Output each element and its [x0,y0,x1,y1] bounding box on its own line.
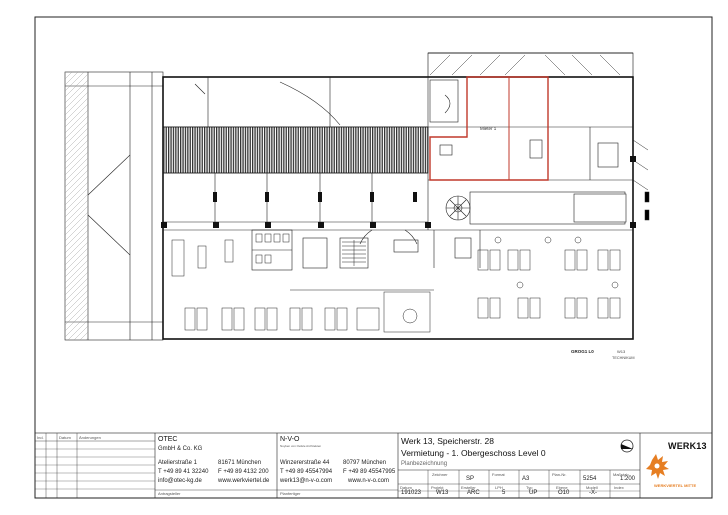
planner-street: Winzererstraße 44 [280,460,330,466]
architect-web: www.werkviertel.de [218,478,270,484]
architect-city: 81671 München [218,460,262,466]
legend-label: TECHNIKUM [612,356,635,360]
planner-phone: T +49 89 45547994 [280,469,333,475]
label-plan-no: Plan-Nr. [552,472,567,477]
label-phase: LPH [495,485,503,490]
revision-header-index: Ind. [37,435,44,440]
desk-row-north-east [477,249,621,271]
architect-legal: GmbH & Co. KG [158,446,203,452]
label-date: Datum [400,485,412,490]
corridor [445,191,627,225]
value-author: ARC [467,490,480,496]
planner-name: N-V-O [280,436,300,443]
architect-fax: F +49 89 4132 200 [218,469,269,475]
hatched-gallery [162,126,429,174]
planner-role: Planfertiger [280,491,301,496]
architect-street: Atelierstraße 1 [158,460,198,466]
architect-phone: T +49 89 41 32240 [158,469,209,475]
planner-fax: F +49 89 45547995 [343,469,396,475]
roof-lines [429,54,621,76]
value-phase: 5 [502,490,506,496]
north-arrow-icon [620,439,634,453]
desk-row-south-east [477,297,621,319]
value-level: O10 [558,490,570,496]
building-outline [162,52,634,340]
value-plan-no: 5254 [583,476,597,482]
legend-key: GROG1 L0 [571,349,594,354]
werkviertel-logo-icon [646,454,669,479]
architect-email: info@otec-kg.de [158,478,202,484]
round-tables [494,236,619,289]
planner-city: 80797 München [343,460,387,466]
project-doc-type: Planbezeichnung [401,461,448,467]
furniture-west [171,239,431,333]
logo-subtext: WERKVIERTEL MITTE [654,483,697,488]
value-type: UP [529,490,538,496]
east-wing [428,77,633,181]
label-model: Modell [586,485,598,490]
toilet-fixtures [255,233,290,264]
architect-name: OTEC [158,436,178,443]
lower-floor [163,229,633,291]
revision-header-date: Datum [59,435,71,440]
label-index: Index [614,485,624,490]
sheet-border [34,16,713,499]
desk-row-south-west [184,307,380,331]
room-label: Mieter 1 [480,126,497,131]
label-drawer: Zeichner [432,472,448,477]
logo-text: WERK13 [668,441,707,451]
right-edge-marks [632,139,650,221]
upper-hall [163,77,428,128]
value-format: A3 [522,476,530,482]
architect-role: Antragsteller [158,491,181,496]
label-scale: Maßstab [613,472,629,477]
revision-header-changes: Änderungen [79,435,101,440]
value-date: 191023 [401,490,422,496]
tenant-area-highlight [429,76,549,181]
label-author: Ersteller [461,485,476,490]
planner-subtitle: Nuyken von Oefele Architekten [280,444,322,448]
label-project: Projekt [431,485,444,490]
lower-stair [342,240,366,266]
legend-code: W13 [617,349,626,354]
value-project: W13 [436,490,449,496]
project-title: Werk 13, Speicherstr. 28 [401,436,494,446]
label-level: Ebene [556,485,568,490]
value-drawer: SP [466,476,475,482]
columns [161,156,636,228]
label-type: Typ [526,485,533,490]
desk-groups [171,239,621,333]
value-model: -X- [589,490,597,496]
project-subtitle: Vermietung - 1. Obergeschoss Level 0 [401,448,546,458]
planner-web: www.n-v-o.com [348,478,390,484]
title-block-grid [34,432,713,499]
planner-email: werk13@n-v-o.com [280,478,333,484]
adjacent-structure [64,71,164,341]
label-format: Format [492,472,505,477]
value-scale: 1:200 [620,476,636,482]
